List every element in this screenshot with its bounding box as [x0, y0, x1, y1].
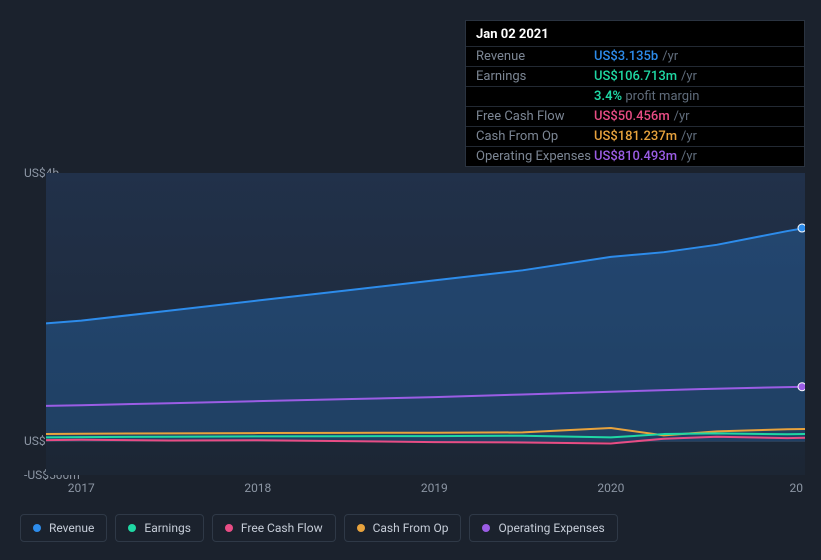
tooltip-row-label: Free Cash Flow	[476, 109, 594, 124]
x-axis-label: 2018	[244, 481, 271, 495]
legend-dot-icon	[482, 524, 490, 532]
legend-label: Cash From Op	[373, 521, 449, 535]
tooltip-row: Free Cash FlowUS$50.456m/yr	[466, 106, 804, 126]
financials-chart[interactable]: US$4bUS$0-US$500m 201720182019202020	[16, 155, 805, 495]
legend-label: Earnings	[144, 521, 191, 535]
legend-item[interactable]: Operating Expenses	[469, 514, 617, 542]
legend-label: Operating Expenses	[498, 521, 604, 535]
tooltip-row: RevenueUS$3.135b/yr	[466, 46, 804, 66]
chart-tooltip: Jan 02 2021 RevenueUS$3.135b/yrEarningsU…	[465, 20, 805, 167]
x-axis-label: 2020	[597, 481, 624, 495]
legend-label: Revenue	[49, 521, 94, 535]
profit-margin-label: profit margin	[622, 89, 699, 104]
tooltip-row-value: US$810.493m	[594, 149, 677, 164]
legend-label: Free Cash Flow	[241, 521, 323, 535]
legend-dot-icon	[128, 524, 136, 532]
tooltip-row-value: US$181.237m	[594, 129, 677, 144]
x-axis-label: 2019	[421, 481, 448, 495]
legend-dot-icon	[225, 524, 233, 532]
legend-dot-icon	[357, 524, 365, 532]
legend-item[interactable]: Cash From Op	[344, 514, 462, 542]
tooltip-row: Cash From OpUS$181.237m/yr	[466, 126, 804, 146]
chart-legend: Revenue Earnings Free Cash Flow Cash From O…	[20, 514, 618, 542]
x-axis-label: 20	[790, 481, 804, 495]
tooltip-row-label: Revenue	[476, 49, 594, 64]
tooltip-date: Jan 02 2021	[466, 21, 804, 46]
tooltip-row-label: Operating Expenses	[476, 149, 594, 164]
legend-dot-icon	[33, 524, 41, 532]
tooltip-row: 3.4% profit margin	[466, 86, 804, 106]
tooltip-row-label: Earnings	[476, 69, 594, 84]
legend-item[interactable]: Earnings	[115, 514, 204, 542]
legend-item[interactable]: Free Cash Flow	[212, 514, 336, 542]
tooltip-row-unit: /yr	[674, 109, 690, 124]
chart-plot-area[interactable]	[46, 173, 805, 475]
tooltip-row: EarningsUS$106.713m/yr	[466, 66, 804, 86]
x-axis-label: 2017	[68, 481, 95, 495]
chart-svg	[46, 173, 805, 475]
tooltip-row-unit: /yr	[662, 49, 678, 64]
tooltip-row-value: US$106.713m	[594, 69, 677, 84]
tooltip-row-unit: /yr	[681, 69, 697, 84]
x-axis-labels: 201720182019202020	[46, 481, 805, 497]
profit-margin-value: 3.4%	[594, 89, 622, 104]
legend-item[interactable]: Revenue	[20, 514, 107, 542]
tooltip-row-unit: /yr	[681, 129, 697, 144]
tooltip-row-unit: /yr	[681, 149, 697, 164]
tooltip-row-value: US$50.456m	[594, 109, 670, 124]
tooltip-row-label: Cash From Op	[476, 129, 594, 144]
tooltip-row: Operating ExpensesUS$810.493m/yr	[466, 146, 804, 166]
tooltip-row-value: US$3.135b	[594, 49, 658, 64]
